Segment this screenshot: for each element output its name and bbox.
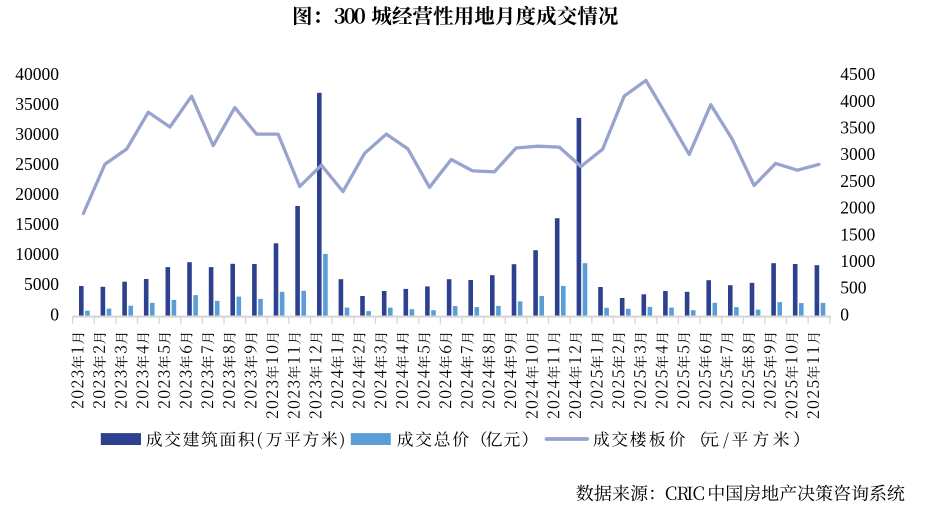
svg-text:25000: 25000 — [15, 154, 59, 174]
svg-text:2000: 2000 — [840, 198, 875, 218]
svg-text:3000: 3000 — [840, 144, 875, 164]
svg-text:3500: 3500 — [840, 118, 875, 138]
svg-text:4500: 4500 — [840, 64, 875, 84]
svg-text:40000: 40000 — [15, 64, 59, 84]
svg-text:30000: 30000 — [15, 124, 59, 144]
svg-text:1500: 1500 — [840, 224, 875, 244]
svg-text:15000: 15000 — [15, 214, 59, 234]
svg-text:1000: 1000 — [840, 251, 875, 271]
svg-text:2500: 2500 — [840, 171, 875, 191]
svg-text:0: 0 — [840, 304, 849, 324]
svg-text:20000: 20000 — [15, 184, 59, 204]
svg-text:4000: 4000 — [840, 91, 875, 111]
svg-text:10000: 10000 — [15, 244, 59, 264]
svg-text:0: 0 — [50, 304, 59, 324]
svg-text:500: 500 — [840, 278, 867, 298]
svg-text:35000: 35000 — [15, 94, 59, 114]
svg-text:5000: 5000 — [24, 274, 59, 294]
